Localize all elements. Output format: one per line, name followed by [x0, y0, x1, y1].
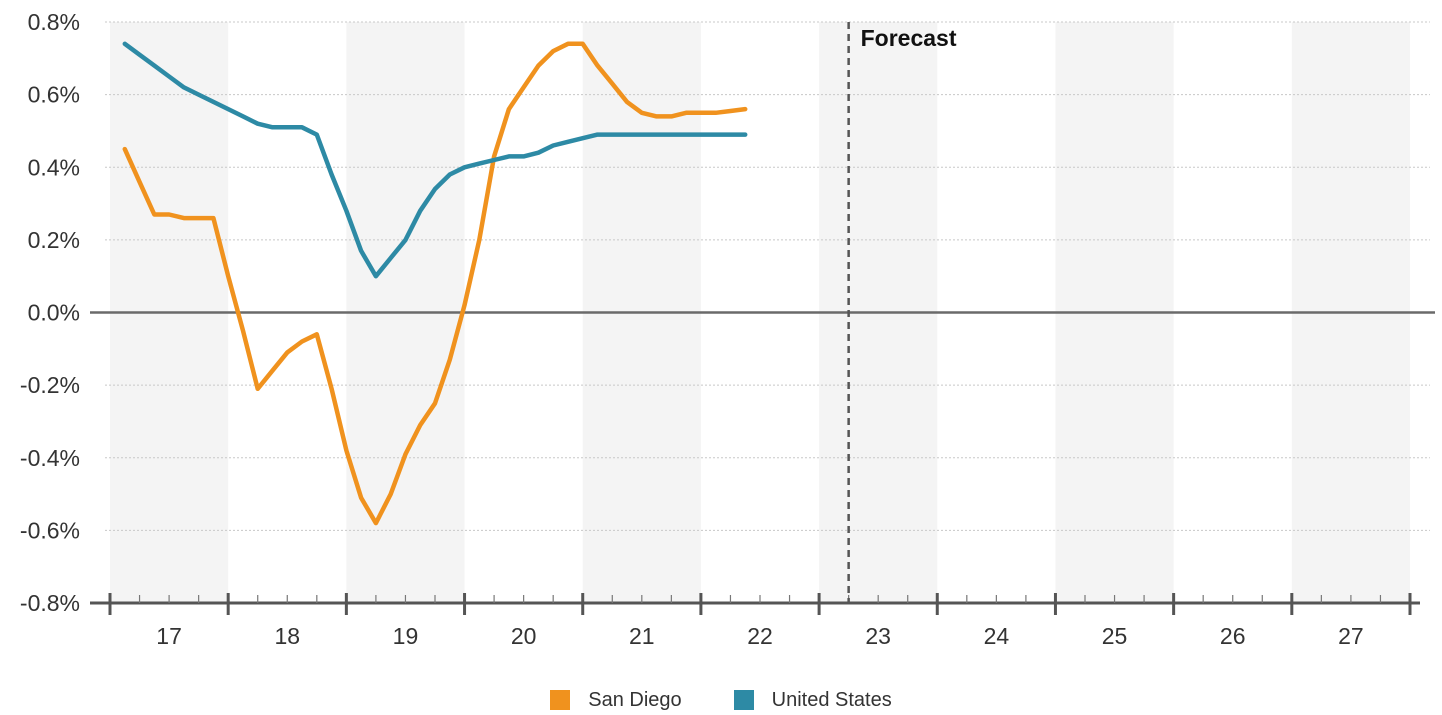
x-tick-label: 24: [984, 623, 1010, 649]
x-tick-label: 27: [1338, 623, 1364, 649]
legend: San Diego United States: [0, 685, 1442, 715]
y-axis-labels: 0.8% 0.6% 0.4% 0.2% 0.0% -0.2% -0.4% -0.6% -0.8%: [20, 9, 80, 616]
x-tick-label: 25: [1102, 623, 1128, 649]
y-tick-label: -0.4%: [20, 445, 80, 471]
gridlines: [105, 21, 1430, 531]
series-line-united-states: [122, 41, 748, 279]
x-tick-label: 26: [1220, 623, 1246, 649]
legend-item-san-diego[interactable]: San Diego: [550, 688, 682, 712]
legend-label-san-diego: San Diego: [588, 688, 682, 711]
series-lines: [122, 41, 748, 526]
x-tick-label: 19: [393, 623, 419, 649]
x-axis: 17 18 19 20 21 22 23 24 25 26 27: [90, 593, 1420, 649]
y-tick-label: -0.2%: [20, 372, 80, 398]
y-tick-label: 0.0%: [28, 300, 80, 326]
x-tick-label: 18: [274, 623, 300, 649]
x-tick-label: 20: [511, 623, 537, 649]
legend-swatch-united-states: [733, 690, 754, 710]
forecast-marker: Forecast: [847, 22, 957, 603]
series-line-san-diego: [122, 41, 748, 526]
y-tick-label: 0.6%: [28, 82, 80, 108]
x-tick-label: 21: [629, 623, 655, 649]
y-tick-label: -0.6%: [20, 517, 80, 543]
line-chart: 0.8% 0.6% 0.4% 0.2% 0.0% -0.2% -0.4% -0.6% -0.8%…: [20, 9, 1435, 649]
y-tick-label: 0.4%: [28, 154, 80, 180]
y-tick-label: 0.2%: [28, 227, 80, 253]
legend-swatch-san-diego: [550, 690, 571, 710]
x-tick-label: 23: [865, 623, 891, 649]
legend-item-united-states[interactable]: United States: [733, 688, 892, 712]
y-tick-label: 0.8%: [28, 9, 80, 35]
x-tick-label: 22: [747, 623, 773, 649]
forecast-label: Forecast: [861, 25, 957, 51]
x-tick-label: 17: [156, 623, 182, 649]
y-tick-label: -0.8%: [20, 590, 80, 616]
legend-label-united-states: United States: [771, 688, 892, 711]
